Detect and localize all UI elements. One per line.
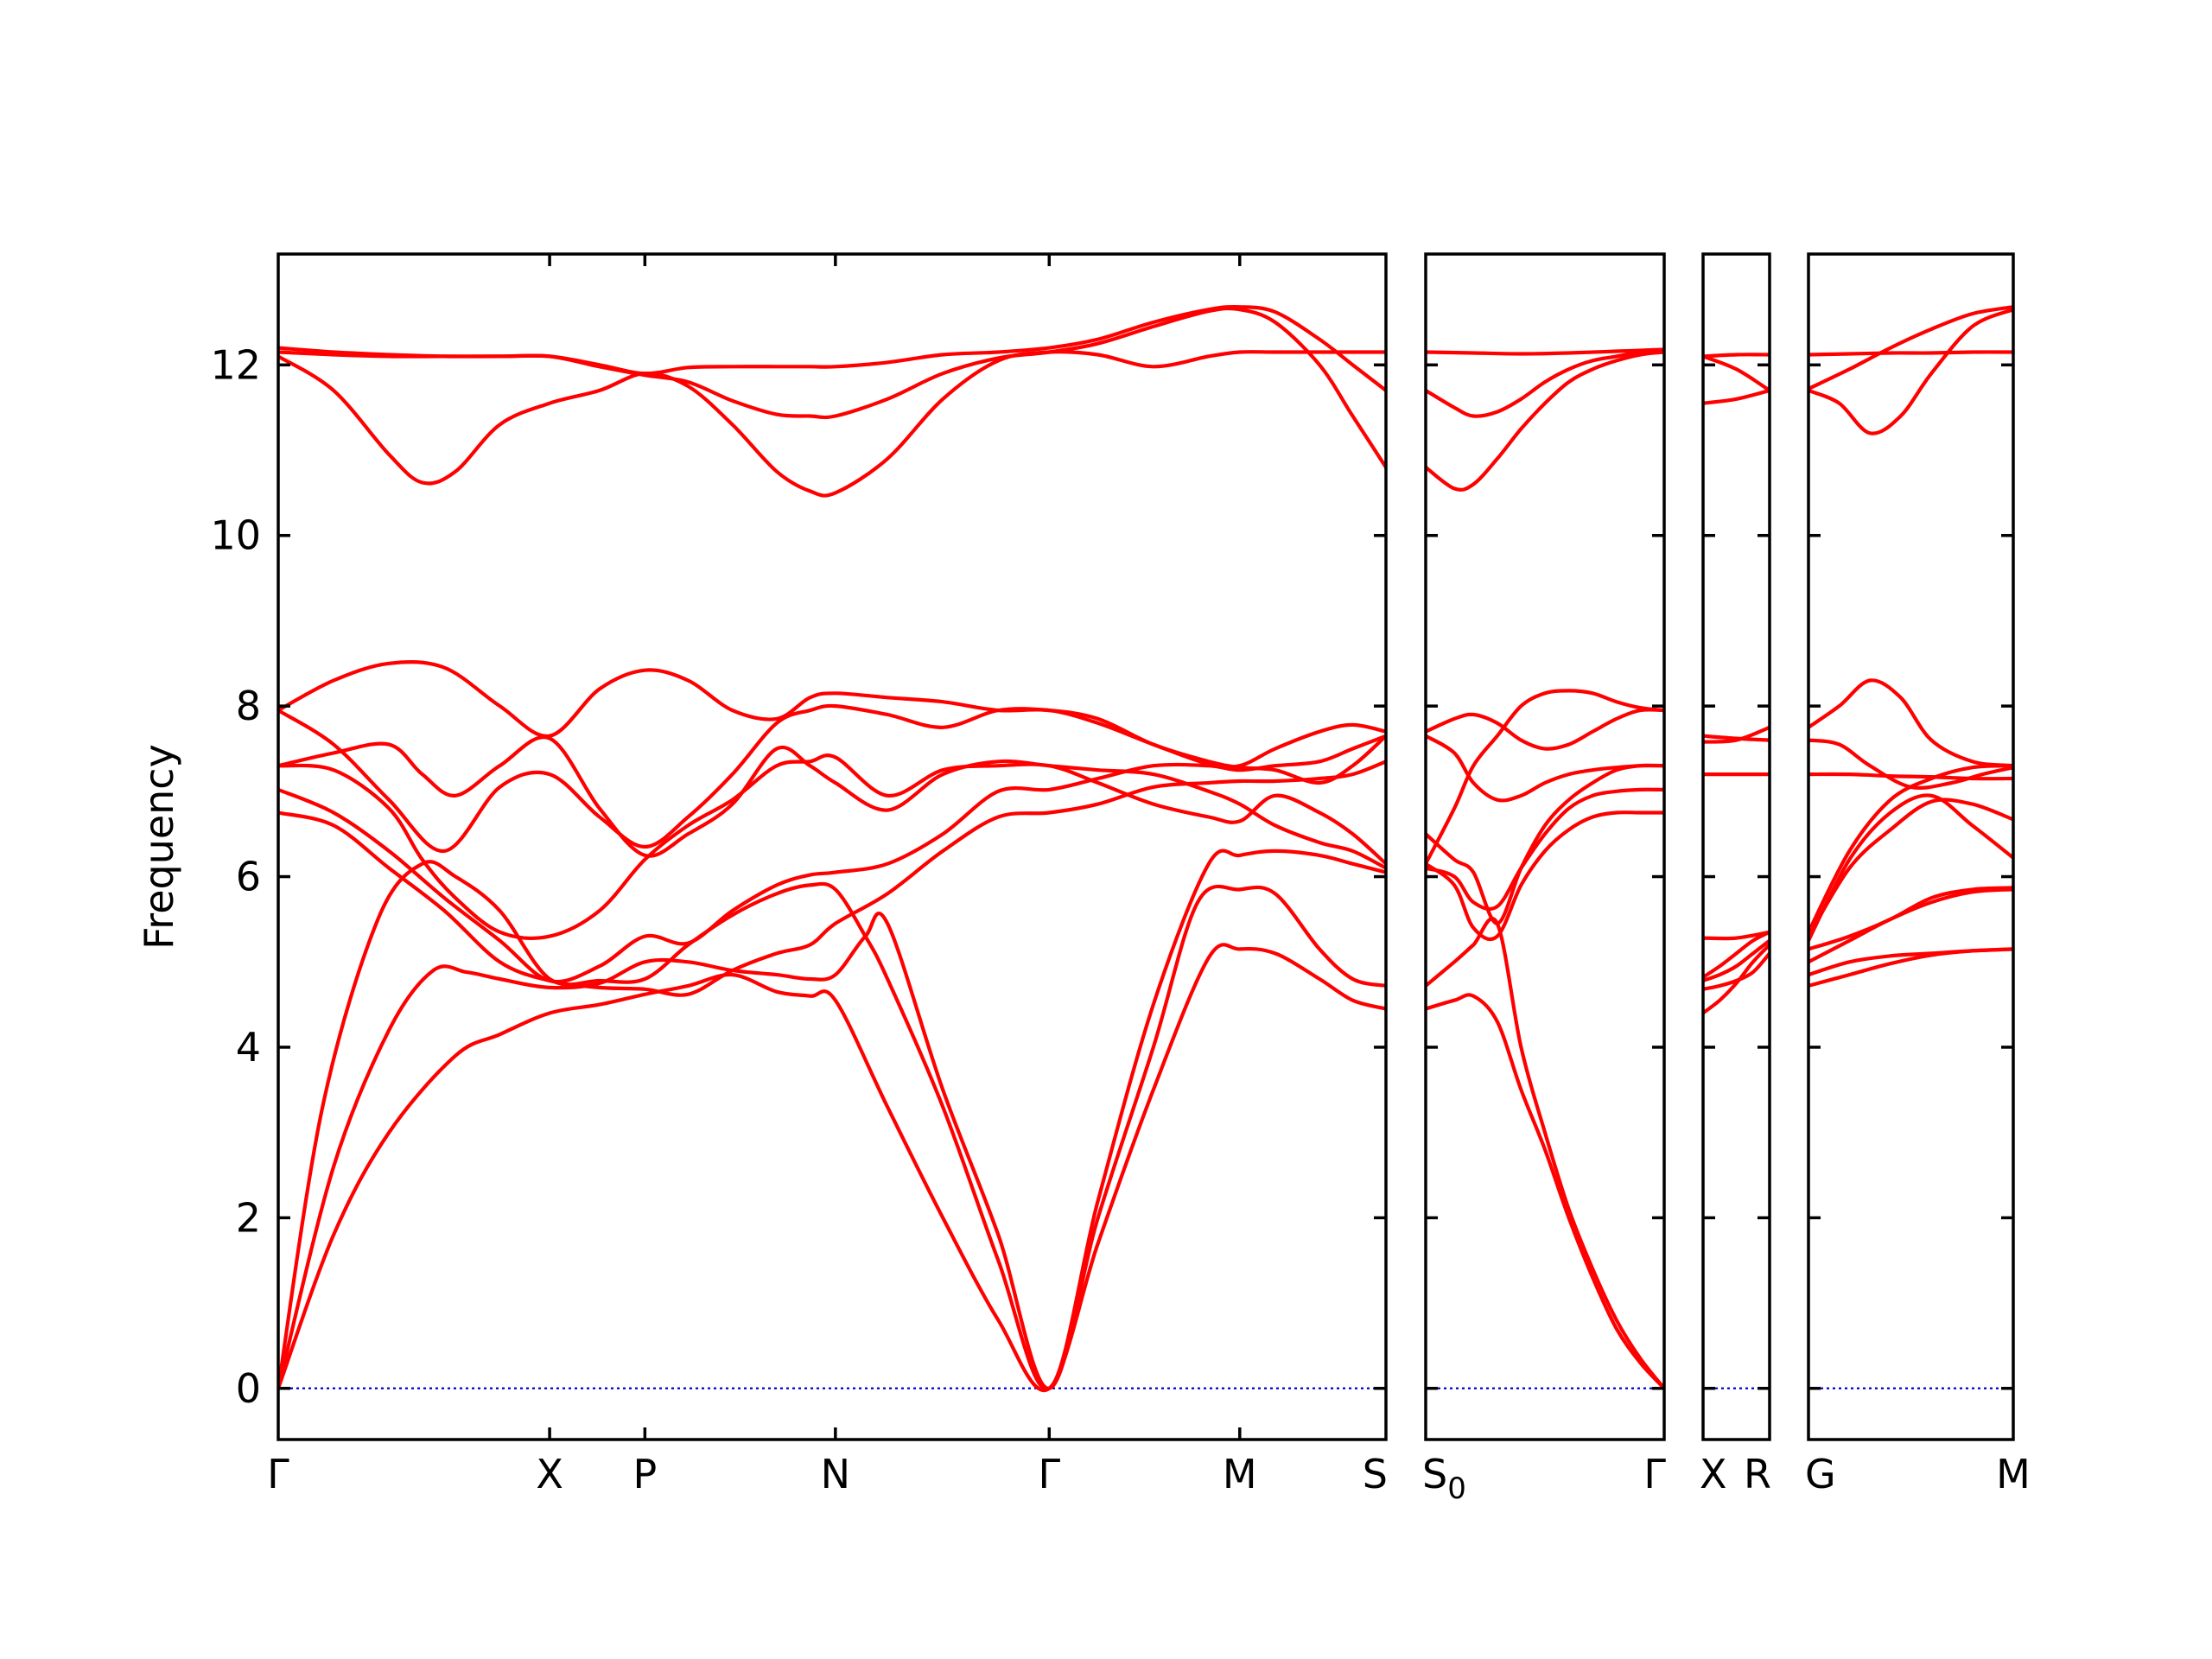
band-line (278, 660, 1386, 770)
band-line (278, 884, 1386, 1390)
x-tick-label: M (1996, 1451, 2031, 1497)
band-line (1426, 993, 1664, 1390)
band-line (1703, 353, 1770, 359)
panel-4-bands (1808, 305, 2013, 1389)
band-line (1426, 350, 1664, 492)
band-line (278, 306, 1386, 469)
x-tick-label: R (1744, 1451, 1771, 1497)
panel-frame (276, 252, 1388, 1441)
x-tick-label: Γ (1038, 1451, 1060, 1497)
y-tick-label: 8 (236, 683, 261, 729)
ticks-layer (278, 254, 2013, 1440)
y-axis-label: Frequency (136, 744, 182, 950)
band-line (1808, 798, 2013, 938)
band-line (278, 734, 1386, 984)
band-line (1808, 305, 2013, 391)
band-line (278, 304, 1386, 392)
panel-frame (1424, 252, 1666, 1441)
x-tick-label: M (1223, 1451, 1257, 1497)
band-line (1808, 947, 2013, 977)
x-tick-label: Γ (267, 1451, 289, 1497)
band-line (1426, 787, 1664, 912)
band-line (1426, 347, 1664, 356)
band-line (1426, 708, 1664, 751)
band-line (278, 849, 1386, 1391)
band-line (1808, 793, 2013, 943)
panel-frame (1701, 252, 1771, 1441)
band-line (1808, 678, 2013, 768)
panel-2-bands (1426, 347, 1664, 1390)
band-line (1703, 951, 1770, 991)
x-tick-label: S (1363, 1451, 1388, 1497)
band-line (1808, 308, 2013, 435)
y-tick-label: 12 (210, 341, 261, 388)
panel-frame (1807, 252, 2015, 1441)
band-line (1426, 917, 1664, 1390)
band-line (1703, 734, 1770, 742)
band-line (1703, 930, 1770, 980)
band-line (278, 350, 1386, 498)
band-line (278, 735, 1386, 870)
band-line (1703, 930, 1770, 941)
band-line (1703, 938, 1770, 983)
band-line (1426, 810, 1664, 942)
band-line (1426, 689, 1664, 866)
y-tick-label: 10 (210, 512, 261, 559)
band-line (1703, 388, 1770, 405)
band-line (1808, 886, 2013, 951)
band-line (278, 760, 1386, 997)
band-line (1703, 354, 1770, 392)
band-line (1703, 943, 1770, 1015)
band-line (1808, 738, 2013, 790)
y-tick-label: 6 (236, 854, 261, 900)
x-tick-label: S0 (1422, 1451, 1466, 1506)
band-line (278, 943, 1386, 1393)
bands-layer (278, 304, 2013, 1393)
band-line (278, 703, 1386, 854)
band-line (1808, 350, 2013, 357)
band-line (1808, 764, 2013, 934)
x-tick-label: N (821, 1451, 850, 1497)
frames-layer (276, 252, 2015, 1441)
y-tick-label: 4 (236, 1024, 261, 1071)
band-line (1808, 772, 2013, 781)
band-line (278, 753, 1386, 940)
x-tick-label: P (632, 1451, 657, 1497)
y-tick-label: 2 (236, 1194, 261, 1241)
panel-3-bands (1703, 353, 1770, 1389)
y-tick-label: 0 (236, 1365, 261, 1412)
panel-1-bands (278, 304, 1386, 1393)
x-tick-label: X (1700, 1451, 1727, 1497)
x-tick-label: X (536, 1451, 563, 1497)
x-tick-label: G (1805, 1451, 1836, 1497)
x-tick-label: Γ (1643, 1451, 1666, 1497)
band-line (1426, 347, 1664, 418)
